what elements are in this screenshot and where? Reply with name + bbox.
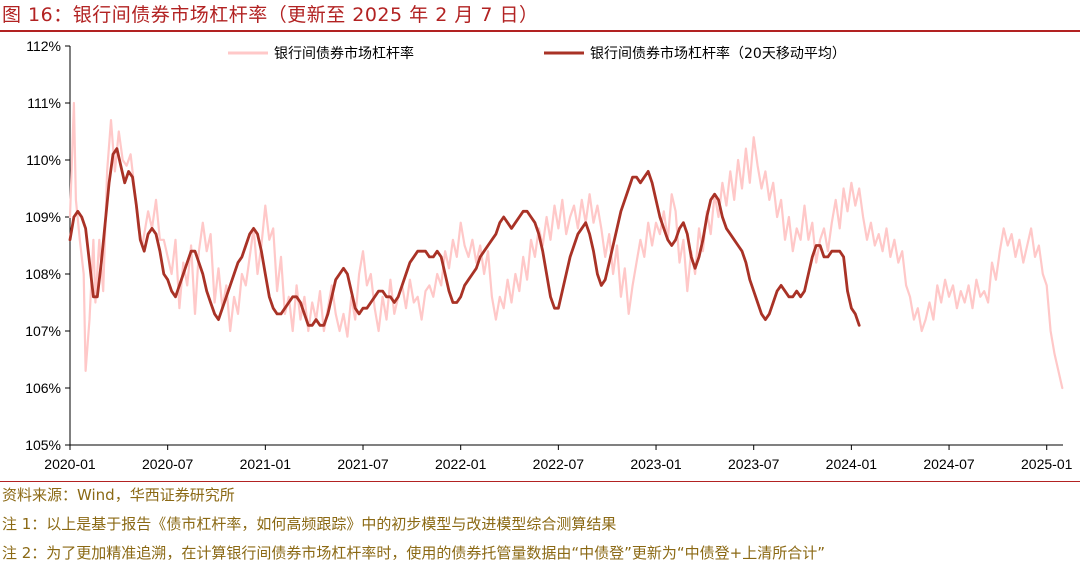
series-line-raw [68, 101, 1064, 390]
x-tick-label: 2022-01 [435, 456, 487, 472]
series-layer [68, 101, 1064, 390]
y-tick-label: 108% [25, 266, 61, 282]
series-line-ma20 [68, 147, 861, 327]
x-tick-label: 2020-01 [44, 456, 96, 472]
y-tick-label: 106% [25, 380, 61, 396]
x-tick-label: 2023-07 [728, 456, 780, 472]
x-tick-label: 2020-07 [142, 456, 194, 472]
y-tick-label: 111% [27, 95, 61, 111]
y-tick-label: 110% [26, 152, 61, 168]
legend-label-ma: 银行间债券市场杠杆率（20天移动平均） [590, 45, 846, 62]
x-tick-label: 2022-07 [533, 456, 585, 472]
leverage-line-chart: 105% 106% 107% 108% 109% 110% 111% 112% 2020-01… [25, 38, 1073, 472]
x-tick-label: 2024-07 [923, 456, 975, 472]
x-tick-label: 2023-01 [630, 456, 682, 472]
legend: 银行间债券市场杠杆率 银行间债券市场杠杆率（20天移动平均） [228, 45, 846, 62]
y-tick-label: 109% [25, 209, 61, 225]
x-axis: 2020-01 2020-07 2021-01 2021-07 2022-01 2022-… [44, 444, 1073, 472]
y-tick-label: 105% [25, 437, 61, 453]
footer-rule [0, 481, 1080, 482]
note-2: 注 2：为了更加精准追溯，在计算银行间债券市场杠杆率时，使用的债券托管量数据由“… [2, 544, 825, 562]
legend-label-raw: 银行间债券市场杠杆率 [274, 45, 414, 62]
x-tick-label: 2021-07 [337, 456, 389, 472]
y-axis: 105% 106% 107% 108% 109% 110% 111% 112% [25, 38, 71, 453]
source-note: 资料来源：Wind，华西证券研究所 [2, 486, 235, 504]
y-tick-label: 107% [25, 323, 61, 339]
y-tick-label: 112% [26, 38, 61, 54]
x-tick-label: 2021-01 [240, 456, 292, 472]
x-tick-label: 2024-01 [826, 456, 878, 472]
figure-title: 图 16：银行间债券市场杠杆率（更新至 2025 年 2 月 7 日） [2, 4, 539, 26]
x-tick-label: 2025-01 [1021, 456, 1073, 472]
note-1: 注 1：以上是基于报告《债市杠杆率，如何高频跟踪》中的初步模型与改进模型综合测算… [2, 515, 617, 533]
title-rule [0, 30, 1080, 32]
